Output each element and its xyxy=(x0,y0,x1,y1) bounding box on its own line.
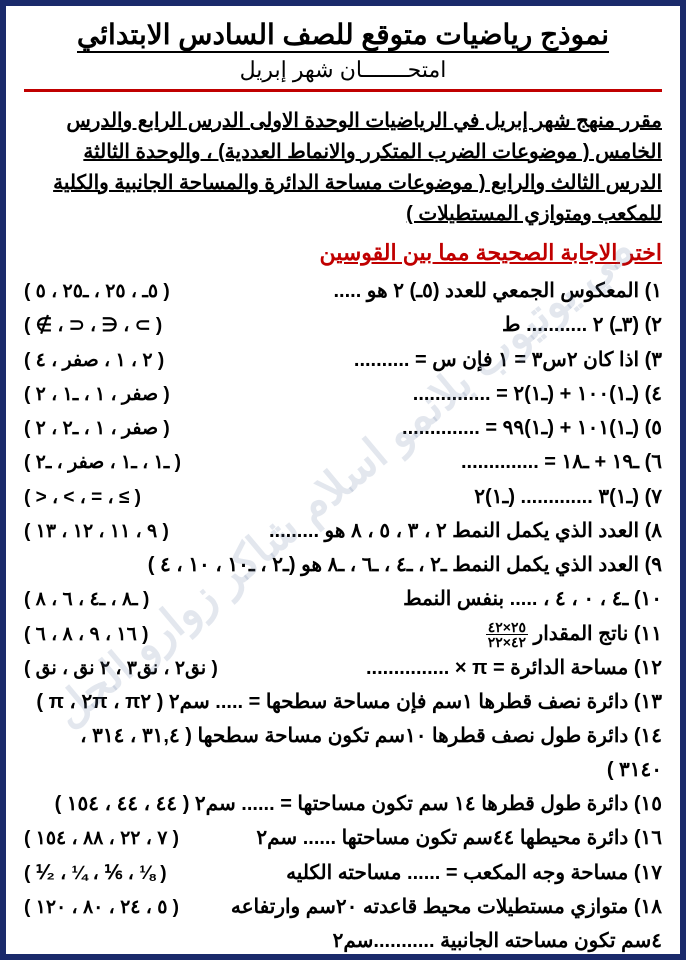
question-text: ١٧) مساحة وجه المكعب = ...... مساحته الك… xyxy=(167,856,662,890)
question-options: ( ١٦ ، ٩ ، ٨ ، ٦ ) xyxy=(24,619,148,651)
question-options: ( ∉ ، ⊃ ، ∋ ، ⊂ ) xyxy=(24,310,162,342)
instruction: اختر الاجابة الصحيحة مما بين القوسين xyxy=(24,240,662,266)
question-text: ٣) اذا كان ٢س٣ = ١ فإن س = .......... xyxy=(164,343,662,377)
question-row: ١٨) متوازي مستطيلات محيط قاعدته ٢٠سم وار… xyxy=(24,890,662,958)
question-row: ١٢) مساحة الدائرة = π × ...............(… xyxy=(24,651,662,685)
question-text: ١٦) دائرة محيطها ٤٤سم تكون مساحتها .....… xyxy=(179,821,662,855)
question-row: ١٤) دائرة طول نصف قطرها ١٠سم تكون مساحة … xyxy=(24,719,662,787)
question-options: ( ٥ـ ، ٢٥ ، ـ٢٥ ، ٥ ) xyxy=(24,276,170,308)
exam-page: مي يوتيوب بلانمو اسلام شاكر زوارو الحل ن… xyxy=(0,0,686,960)
question-text: ١٠) ـ٤ ، ٠ ، ٤ ، ..... بنفس النمط xyxy=(149,582,662,616)
question-row: ٦) ـ١٩ + ـ١٨ = ..............( ـ١ ، ـ١ ،… xyxy=(24,445,662,479)
question-row: ٥) (ـ١)١٠١ + (ـ١)٩٩ = ..............( صف… xyxy=(24,411,662,445)
question-row: ٩) العدد الذي يكمل النمط ـ٢ ، ـ٤ ، ـ٦ ، … xyxy=(24,548,662,582)
question-row: ١٧) مساحة وجه المكعب = ...... مساحته الك… xyxy=(24,856,662,890)
question-text: ١٤) دائرة طول نصف قطرها ١٠سم تكون مساحة … xyxy=(24,719,662,787)
red-divider xyxy=(24,89,662,92)
question-options: ( ـ١ ، ـ١ ، صفر ، ـ٢ ) xyxy=(24,447,181,479)
question-text: ٤) (ـ١)١٠٠ + (ـ١)٢ = .............. xyxy=(170,377,662,411)
question-row: ٤) (ـ١)١٠٠ + (ـ١)٢ = ..............( صفر… xyxy=(24,377,662,411)
question-row: ٨) العدد الذي يكمل النمط ٢ ، ٣ ، ٥ ، ٨ ه… xyxy=(24,514,662,548)
question-options: ( ٧ ، ٢٢ ، ٨٨ ، ١٥٤ ) xyxy=(24,823,179,855)
question-text: ٧) (ـ١)٣ ............. (ـ١)٢ xyxy=(141,480,662,514)
question-options: ( ٥ ، ٢٤ ، ٨٠ ، ١٢٠ ) xyxy=(24,892,179,924)
question-text: ٥) (ـ١)١٠١ + (ـ١)٩٩ = .............. xyxy=(170,411,662,445)
subtitle: امتحـــــــان شهر إبريل xyxy=(24,57,662,83)
question-row: ١) المعكوس الجمعي للعدد (٥ـ) ٢ هو .....(… xyxy=(24,274,662,308)
question-text: ١) المعكوس الجمعي للعدد (٥ـ) ٢ هو ..... xyxy=(170,274,662,308)
question-row: ١٠) ـ٤ ، ٠ ، ٤ ، ..... بنفس النمط( ـ٨ ، … xyxy=(24,582,662,616)
question-row: ٧) (ـ١)٣ ............. (ـ١)٢( > ، < ، = … xyxy=(24,480,662,514)
question-options: ( ⅟₂ ، ¼ ، ⅙ ، ⅛ ) xyxy=(24,858,167,890)
question-text: ١٣) دائرة نصف قطرها ١سم فإن مساحة سطحها … xyxy=(24,685,662,719)
question-options: ( ٩ ، ١١ ، ١٢ ، ١٣ ) xyxy=(24,516,169,548)
question-text: ٩) العدد الذي يكمل النمط ـ٢ ، ـ٤ ، ـ٦ ، … xyxy=(24,548,662,582)
question-options: ( ـ٨ ، ـ٤ ، ٦ ، ٨ ) xyxy=(24,584,149,616)
curriculum-text: مقرر منهج شهر إبريل في الرياضيات الوحدة … xyxy=(24,106,662,230)
question-options: ( ٢ ، ١ ، صفر ، ٤ ) xyxy=(24,345,164,377)
question-row: ١٦) دائرة محيطها ٤٤سم تكون مساحتها .....… xyxy=(24,821,662,855)
questions-list: ١) المعكوس الجمعي للعدد (٥ـ) ٢ هو .....(… xyxy=(24,274,662,960)
question-options: ( > ، < ، = ، ≤ ) xyxy=(24,482,141,514)
question-options: ( صفر ، ١ ، ـ٢ ، ٢ ) xyxy=(24,413,170,445)
question-row: ١١) ناتج المقدار ٢٥×٤٢٤٢×٢٢( ١٦ ، ٩ ، ٨ … xyxy=(24,617,662,651)
question-row: ٣) اذا كان ٢س٣ = ١ فإن س = ..........( ٢… xyxy=(24,343,662,377)
question-text: ٢) (٣ـ) ٢ ........... ط xyxy=(162,308,662,342)
question-row: ١٣) دائرة نصف قطرها ١سم فإن مساحة سطحها … xyxy=(24,685,662,719)
question-options: ( نق٢ ، نق٣ ، ٢ نق ، نق ) xyxy=(24,653,218,685)
page-title: نموذج رياضيات متوقع للصف السادس الابتدائ… xyxy=(77,18,609,53)
question-text: ١٢) مساحة الدائرة = π × ............... xyxy=(218,651,662,685)
question-text: ١٨) متوازي مستطيلات محيط قاعدته ٢٠سم وار… xyxy=(179,890,662,958)
title-wrap: نموذج رياضيات متوقع للصف السادس الابتدائ… xyxy=(24,18,662,57)
question-text: ١٥) دائرة طول قطرها ١٤ سم تكون مساحتها =… xyxy=(24,787,662,821)
question-row: ١٥) دائرة طول قطرها ١٤ سم تكون مساحتها =… xyxy=(24,787,662,821)
question-row: ٢) (٣ـ) ٢ ........... ط( ∉ ، ⊃ ، ∋ ، ⊂ ) xyxy=(24,308,662,342)
question-text: ١١) ناتج المقدار ٢٥×٤٢٤٢×٢٢ xyxy=(148,617,662,651)
question-text: ٦) ـ١٩ + ـ١٨ = .............. xyxy=(181,445,662,479)
question-options: ( صفر ، ١ ، ـ١ ، ٢ ) xyxy=(24,379,170,411)
question-text: ٨) العدد الذي يكمل النمط ٢ ، ٣ ، ٥ ، ٨ ه… xyxy=(169,514,662,548)
